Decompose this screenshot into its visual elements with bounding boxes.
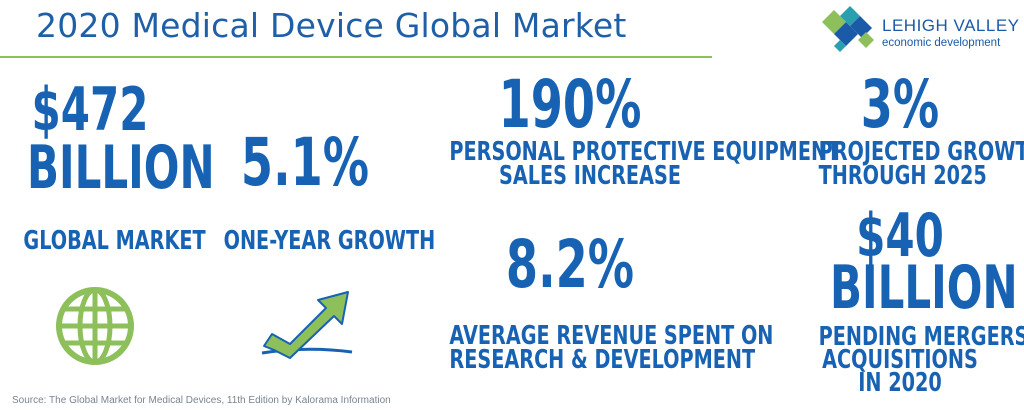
logo-name: LEHIGH VALLEY [882,16,1020,35]
one-year-growth-value: 5.1% [240,124,370,201]
global-market-value-line2: BILLION [27,133,215,203]
page-title: 2020 Medical Device Global Market [36,6,627,45]
mergers-label-line1: PENDING MERGERS & [818,322,1024,352]
mergers-label-line2: ACQUISITIONS [822,345,978,375]
mergers-value-line2: BILLION [830,253,1018,323]
source-note: Source: The Global Market for Medical De… [12,395,391,406]
rd-spend-value: 8.2% [505,226,635,303]
projected-growth-label-line2: THROUGH 2025 [818,161,987,191]
mergers-label-line3: IN 2020 [858,368,942,398]
rd-spend-label-line1: AVERAGE REVENUE SPENT ON [449,321,774,351]
ppe-sales-label-line2: SALES INCREASE [499,161,681,191]
projected-growth-label-line1: PROJECTED GROWTH [818,137,1024,167]
global-market-value-line1: $472 [31,75,149,145]
title-divider [0,56,712,58]
ppe-sales-label-line1: PERSONAL PROTECTIVE EQUIPMENT [449,137,841,167]
rd-spend-label-line2: RESEARCH & DEVELOPMENT [449,345,756,375]
logo-tagline: economic development [882,37,1001,49]
globe-icon [56,287,134,365]
projected-growth-value: 3% [860,66,940,143]
growth-arrow-icon [261,291,353,359]
lehigh-valley-logo: LEHIGH VALLEY economic development [820,6,1020,56]
one-year-growth-label: ONE-YEAR GROWTH [223,226,436,256]
global-market-label: GLOBAL MARKET [23,226,206,256]
logo-mark-icon [822,6,874,52]
ppe-sales-value: 190% [498,66,642,143]
mergers-value-line1: $40 [856,201,944,271]
